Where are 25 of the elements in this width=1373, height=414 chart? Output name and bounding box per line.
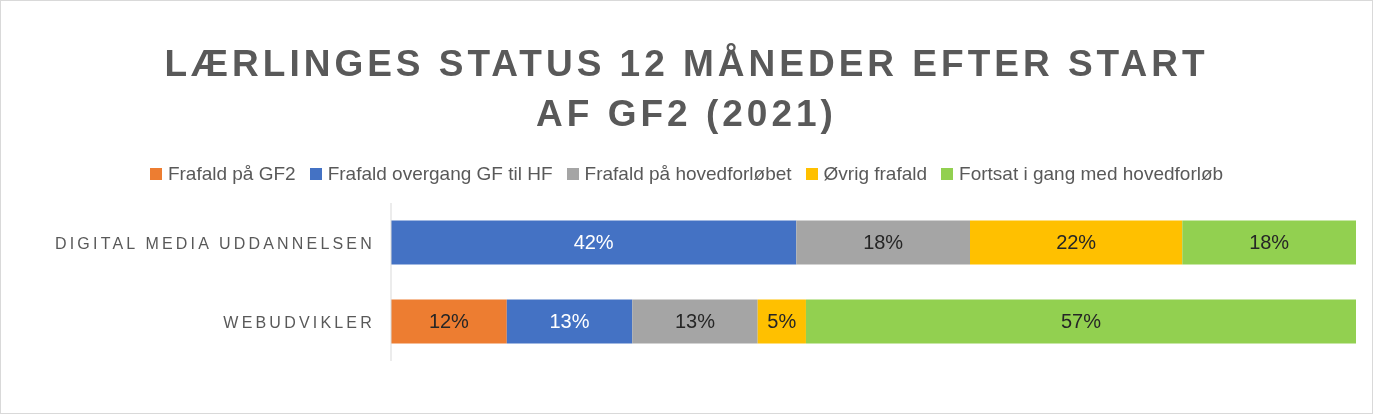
bar	[796, 220, 970, 265]
data-label: 12%	[428, 310, 470, 333]
chart-title: LÆRLINGES STATUS 12 MÅNEDER EFTER START AF GF2 (2021)	[163, 42, 1210, 136]
data-label: 13%	[674, 310, 716, 333]
bar	[391, 220, 797, 265]
legend-label: Øvrig frafald	[822, 163, 928, 185]
data-label: 42%	[573, 231, 614, 254]
data-label: 57%	[1060, 310, 1102, 333]
bar	[1182, 220, 1356, 265]
bar	[970, 220, 1183, 265]
legend-label: Frafald overgang GF til HF	[326, 163, 553, 185]
legend-label: Frafald på GF2	[166, 163, 296, 185]
legend-label: Fortsat i gang med hovedforløb	[958, 163, 1224, 185]
bar	[632, 299, 758, 344]
bar	[391, 299, 507, 344]
data-label: 18%	[1249, 231, 1290, 254]
bar	[506, 299, 633, 344]
data-label: 18%	[863, 231, 904, 254]
legend-label: Frafald på hovedforløbet	[583, 163, 792, 185]
y-tick-label: DIGITAL MEDIA UDDANNELSEN	[54, 234, 375, 252]
bar	[805, 299, 1356, 344]
y-tick-label: WEBUDVIKLER	[223, 313, 375, 331]
data-label: 13%	[549, 310, 590, 333]
data-label: 22%	[1056, 231, 1097, 254]
data-label: 5%	[767, 310, 797, 333]
